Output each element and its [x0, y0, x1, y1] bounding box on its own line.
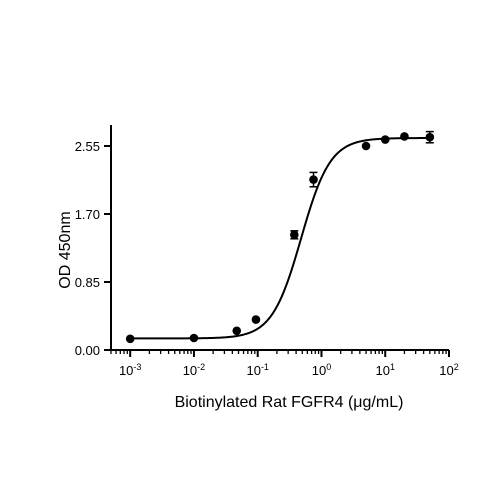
data-point [232, 326, 242, 336]
data-point [251, 315, 261, 324]
y-tick-label: 2.55 [75, 139, 100, 154]
fit-curve [130, 137, 430, 340]
data-point [290, 230, 299, 240]
data-points [125, 130, 435, 344]
y-tick-label: 0.85 [75, 275, 100, 290]
y-tick-label: 1.70 [75, 207, 100, 222]
x-tick-label: 102 [439, 362, 458, 378]
y-tick-label: 0.00 [75, 343, 100, 358]
x-tick-label: 10-3 [119, 362, 141, 378]
axes: 0.00 0.85 1.70 2.55 10-3 10-2 10-1 100 101 102 [75, 125, 459, 378]
data-point [380, 135, 390, 144]
data-point [400, 132, 409, 141]
x-tick-label: 10-2 [183, 362, 205, 378]
data-point [189, 333, 199, 343]
data-point [361, 141, 371, 151]
x-axis-label: Biotinylated Rat FGFR4 (μg/mL) [175, 394, 404, 411]
x-tick-label: 10-1 [246, 362, 268, 378]
x-tick-label: 101 [375, 362, 394, 378]
data-point [125, 334, 135, 344]
x-tick-label: 100 [312, 362, 331, 378]
fit-curve-group [130, 137, 430, 340]
y-axis-label: OD 450nm [57, 211, 74, 288]
data-point [309, 175, 318, 184]
data-point [425, 132, 435, 142]
